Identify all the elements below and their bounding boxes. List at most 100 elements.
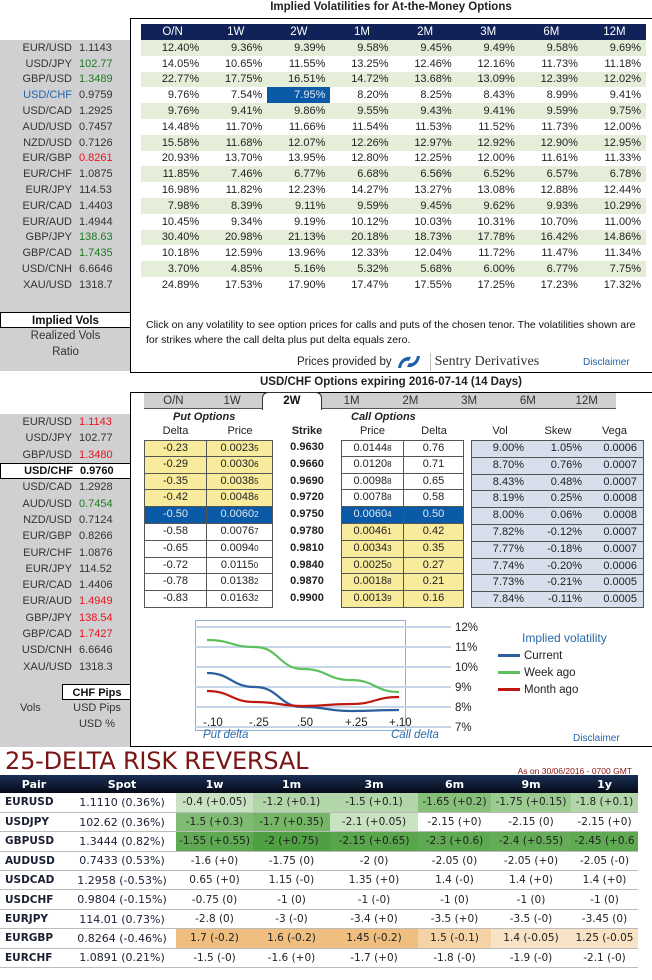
vol-cell[interactable]: 20.93% (161, 152, 200, 165)
vol-cell[interactable]: 11.53% (415, 120, 452, 133)
vol-cell[interactable]: 12.80% (351, 152, 389, 165)
vol-cell[interactable]: 9.19% (294, 215, 326, 228)
options-pair-row[interactable]: EUR/GBP 0.8266 (0, 528, 130, 544)
call-price[interactable]: 0.00988 (341, 473, 404, 491)
options-pair-row[interactable]: USD/CAD 1.2928 (0, 479, 130, 495)
options-pair-row[interactable]: EUR/CAD 1.4406 (0, 577, 130, 593)
vol-cell[interactable]: 12.16% (477, 57, 515, 70)
mode-implied-vols[interactable]: Implied Vols (0, 312, 131, 328)
vol-cell[interactable]: 10.70% (540, 215, 578, 228)
vol-cell[interactable]: 6.77% (267, 166, 331, 183)
vol-cell[interactable]: 10.45% (161, 215, 200, 228)
vol-cell[interactable]: 3.70% (141, 261, 205, 277)
vol-cell[interactable]: 11.54% (352, 120, 389, 133)
disclaimer-link[interactable]: Disclaimer (583, 357, 630, 368)
unit-usd-pips[interactable]: USD Pips (73, 702, 121, 714)
vol-cell[interactable]: 8.20% (357, 89, 389, 102)
put-price[interactable]: 0.00235 (207, 440, 273, 457)
tab-1m[interactable]: 1M (343, 395, 360, 407)
call-price[interactable]: 0.00461 (341, 523, 404, 541)
vol-cell[interactable]: 11.47% (541, 247, 578, 260)
vol-cell[interactable]: 13.08% (477, 184, 515, 197)
vol-cell[interactable]: 6.57% (519, 166, 583, 183)
unit-usd-percent[interactable]: USD % (78, 718, 116, 730)
options-pair-row[interactable]: EUR/CHF 1.0876 (0, 544, 130, 560)
vol-cell[interactable]: 16.51% (267, 71, 331, 88)
mode-realized-vols[interactable]: Realized Vols (30, 330, 101, 342)
spot-pair-row[interactable]: NZD/USD 0.7126 (0, 135, 130, 151)
vol-cell[interactable]: 13.70% (224, 152, 263, 165)
spot-pair-row[interactable]: AUD/USD 0.7457 (0, 119, 130, 135)
vol-cell[interactable]: 11.73% (541, 120, 578, 133)
options-pair-row[interactable]: GBP/USD 1.3480 (0, 447, 130, 463)
vol-cell[interactable]: 12.04% (414, 247, 452, 260)
vol-cell[interactable]: 9.75% (582, 103, 646, 119)
vol-cell[interactable]: 15.58% (141, 134, 205, 151)
vol-cell[interactable]: 20.18% (330, 229, 394, 246)
vol-cell[interactable]: 12.40% (141, 40, 205, 56)
call-price[interactable]: 0.01208 (341, 456, 404, 474)
vol-cell[interactable]: 9.93% (519, 197, 583, 214)
vol-cell[interactable]: 9.36% (204, 40, 268, 56)
options-pair-row[interactable]: AUD/USD 0.7454 (0, 495, 130, 511)
vol-cell[interactable]: 9.58% (519, 40, 583, 56)
options-pair-row[interactable]: USD/JPY 102.77 (0, 430, 130, 446)
vol-cell[interactable]: 8.99% (546, 89, 578, 102)
spot-pair-row[interactable]: GBP/USD 1.3489 (0, 72, 130, 88)
vol-cell[interactable]: 22.77% (141, 71, 205, 88)
call-price[interactable]: 0.00788 (341, 490, 404, 508)
options-pair-row[interactable]: GBP/CAD 1.7427 (0, 626, 130, 642)
vol-cell[interactable]: 9.86% (267, 103, 331, 119)
vol-cell[interactable]: 8.43% (483, 89, 515, 102)
vol-cell[interactable]: 11.82% (225, 184, 263, 197)
call-price[interactable]: 0.00604 (341, 507, 404, 524)
vol-cell[interactable]: 12.95% (582, 134, 646, 151)
vol-cell[interactable]: 12.90% (519, 134, 583, 151)
vol-cell[interactable]: 11.66% (288, 120, 326, 133)
spot-pair-row[interactable]: EUR/GBP 0.8261 (0, 151, 130, 167)
vol-cell[interactable]: 17.32% (603, 278, 641, 291)
options-pair-row[interactable]: EUR/AUD 1.4949 (0, 593, 130, 609)
put-price[interactable]: 0.00306 (207, 456, 273, 474)
mode-ratio[interactable]: Ratio (52, 346, 79, 358)
vol-cell[interactable]: 21.13% (267, 229, 331, 246)
vol-cell[interactable]: 11.73% (541, 57, 578, 70)
vol-cell[interactable]: 20.98% (204, 229, 268, 246)
vol-cell[interactable]: 11.33% (604, 152, 642, 165)
put-price[interactable]: 0.00385 (207, 473, 273, 491)
vol-cell[interactable]: 9.49% (456, 40, 520, 56)
vol-cell[interactable]: 10.29% (582, 197, 646, 214)
spot-pair-row[interactable]: GBP/JPY 138.63 (0, 230, 130, 246)
spot-pair-row[interactable]: EUR/USD 1.1143 (0, 40, 130, 56)
vol-cell[interactable]: 10.31% (477, 215, 515, 228)
vol-cell[interactable]: 6.77% (519, 261, 583, 277)
options-pair-row[interactable]: USD/CNH 6.6646 (0, 642, 130, 658)
tab-12m[interactable]: 12M (575, 395, 598, 407)
unit-chf-pips[interactable]: CHF Pips (62, 684, 132, 700)
vol-cell[interactable]: 9.41% (609, 89, 641, 102)
vol-cell[interactable]: 12.59% (224, 247, 263, 260)
vol-cell[interactable]: 16.98% (161, 184, 200, 197)
vol-cell[interactable]: 17.90% (288, 278, 326, 291)
vol-cell[interactable]: 13.96% (288, 247, 326, 260)
vol-cell[interactable]: 9.59% (330, 197, 394, 214)
vol-cell[interactable]: 17.75% (204, 71, 268, 88)
spot-pair-row[interactable]: XAU/USD 1318.7 (0, 277, 130, 293)
options-pair-row[interactable]: NZD/USD 0.7124 (0, 512, 130, 528)
vol-cell[interactable]: 9.69% (582, 40, 646, 56)
spot-pair-row[interactable]: EUR/CAD 1.4403 (0, 198, 130, 214)
vol-cell[interactable]: 10.18% (161, 247, 200, 260)
vol-cell[interactable]: 14.86% (582, 229, 646, 246)
vol-cell[interactable]: 9.45% (393, 40, 457, 56)
vol-cell[interactable]: 17.47% (351, 278, 389, 291)
vol-cell[interactable]: 9.11% (267, 197, 331, 214)
vol-cell[interactable]: 10.12% (351, 215, 389, 228)
vol-cell[interactable]: 11.52% (478, 120, 515, 133)
vol-cell[interactable]: 11.55% (288, 57, 326, 70)
tab-6m[interactable]: 6M (519, 395, 536, 407)
vol-cell[interactable]: 12.92% (456, 134, 520, 151)
vol-cell[interactable]: 9.45% (393, 197, 457, 214)
active-pair-row[interactable]: USD/CHF 0.9760 (0, 462, 132, 480)
vol-cell[interactable]: 14.27% (351, 184, 389, 197)
vol-cell[interactable]: 11.70% (225, 120, 263, 133)
